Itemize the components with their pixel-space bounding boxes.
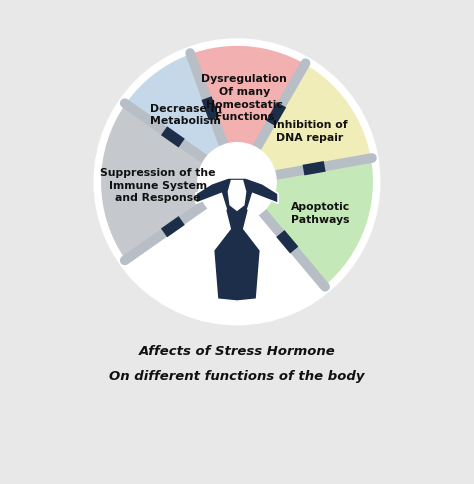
Polygon shape: [161, 217, 185, 238]
Wedge shape: [257, 159, 374, 287]
Text: Suppression of the
Immune System
and Response: Suppression of the Immune System and Res…: [100, 167, 215, 203]
Text: Inhibition of
DNA repair: Inhibition of DNA repair: [273, 120, 347, 143]
Polygon shape: [196, 179, 278, 302]
Circle shape: [198, 143, 276, 222]
Polygon shape: [266, 103, 286, 127]
Wedge shape: [253, 64, 372, 177]
Polygon shape: [161, 127, 185, 148]
Text: Decrease in
Metabolism: Decrease in Metabolism: [150, 104, 222, 126]
Text: On different functions of the body: On different functions of the body: [109, 369, 365, 382]
Wedge shape: [125, 54, 226, 165]
Polygon shape: [302, 162, 326, 176]
Text: Dysregulation
Of many
Homeostatic
Functions: Dysregulation Of many Homeostatic Functi…: [201, 74, 287, 122]
Wedge shape: [190, 45, 305, 155]
Text: Apoptotic
Pathways: Apoptotic Pathways: [291, 201, 350, 224]
Circle shape: [94, 40, 380, 325]
Polygon shape: [201, 97, 219, 121]
Polygon shape: [276, 230, 298, 254]
Polygon shape: [228, 181, 246, 212]
Wedge shape: [100, 104, 211, 261]
Text: Affects of Stress Hormone: Affects of Stress Hormone: [138, 344, 336, 357]
